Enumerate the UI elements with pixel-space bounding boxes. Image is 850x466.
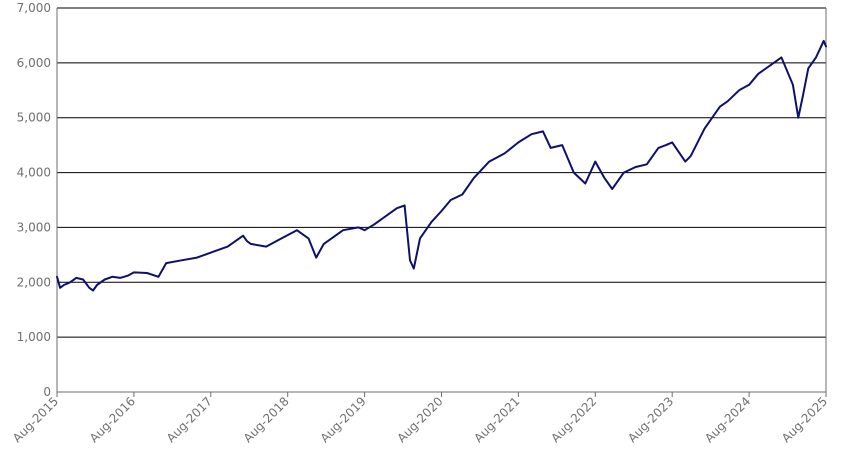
y-tick-label: 1,000 xyxy=(17,330,51,344)
x-tick-label: Aug-2020 xyxy=(394,394,445,445)
y-tick-label: 3,000 xyxy=(17,220,51,234)
y-tick-label: 0 xyxy=(43,385,51,399)
x-tick-label: Aug-2015 xyxy=(10,394,61,445)
y-tick-label: 4,000 xyxy=(17,166,51,180)
x-tick-label: Aug-2022 xyxy=(548,394,599,445)
x-axis-tick-marks xyxy=(56,392,827,397)
y-tick-label: 2,000 xyxy=(17,275,51,289)
x-tick-label: Aug-2021 xyxy=(471,394,522,445)
series-line xyxy=(56,39,827,292)
y-tick-label: 6,000 xyxy=(17,56,51,70)
x-axis-tick-labels: Aug-2015 Aug-2016 Aug-2017 Aug-2018 Aug-2019… xyxy=(10,394,830,445)
y-tick-label: 7,000 xyxy=(17,1,51,15)
x-tick-label: Aug-2025 xyxy=(779,394,830,445)
x-tick-label: Aug-2024 xyxy=(702,394,753,445)
x-tick-label: Aug-2016 xyxy=(87,394,138,445)
y-axis-tick-labels: 0 1,000 2,000 3,000 4,000 5,000 6,000 7,000 xyxy=(17,1,51,399)
x-tick-label: Aug-2017 xyxy=(164,394,215,445)
x-tick-label: Aug-2023 xyxy=(625,394,676,445)
y-tick-label: 5,000 xyxy=(17,111,51,125)
x-tick-label: Aug-2019 xyxy=(318,394,369,445)
x-tick-label: Aug-2018 xyxy=(241,394,292,445)
gridlines xyxy=(57,7,827,392)
